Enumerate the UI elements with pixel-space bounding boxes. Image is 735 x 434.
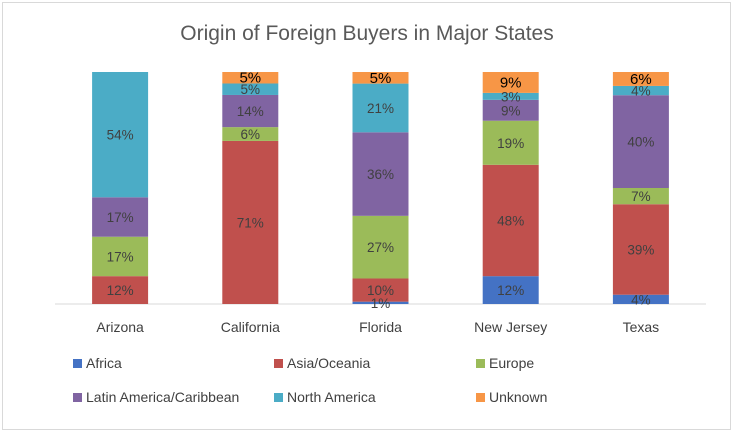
chart-title: Origin of Foreign Buyers in Major States bbox=[180, 22, 554, 45]
legend-swatch-latin-america-caribbean bbox=[73, 393, 82, 402]
legend-swatch-north-america bbox=[274, 393, 283, 402]
bar-florida-unknown bbox=[352, 72, 409, 84]
legend-label-latin-america-caribbean: Latin America/Caribbean bbox=[86, 389, 239, 405]
bar-florida-latin-america-caribbean bbox=[352, 132, 409, 216]
bars-group bbox=[92, 72, 669, 304]
bar-florida-asia-oceania bbox=[352, 278, 409, 302]
bar-florida-north-america bbox=[352, 83, 409, 133]
bar-california-europe bbox=[222, 127, 279, 141]
bar-arizona-north-america bbox=[92, 72, 149, 198]
legend-label-africa: Africa bbox=[86, 355, 122, 371]
data-label-california-north-america: 5% bbox=[241, 82, 261, 97]
legend-swatch-unknown bbox=[476, 393, 485, 402]
bar-texas-unknown bbox=[612, 72, 669, 86]
bar-texas-asia-oceania bbox=[612, 204, 669, 295]
data-label-florida-europe: 27% bbox=[367, 240, 394, 255]
bar-texas-africa bbox=[612, 294, 669, 304]
bar-arizona-latin-america-caribbean bbox=[92, 197, 149, 237]
legend-label-north-america: North America bbox=[287, 389, 376, 405]
bar-california-asia-oceania bbox=[222, 140, 279, 304]
bar-arizona-asia-oceania bbox=[92, 276, 149, 304]
data-label-texas-north-america: 4% bbox=[631, 84, 651, 99]
legend-swatch-asia-oceania bbox=[274, 359, 283, 368]
data-label-texas-unknown: 6% bbox=[630, 71, 652, 88]
data-label-texas-asia-oceania: 39% bbox=[627, 242, 654, 257]
bar-new-jersey-unknown bbox=[482, 72, 539, 93]
bar-new-jersey-north-america bbox=[482, 92, 539, 100]
data-label-florida-latin-america-caribbean: 36% bbox=[367, 167, 394, 182]
bar-new-jersey-asia-oceania bbox=[482, 164, 539, 277]
legend-label-unknown: Unknown bbox=[489, 389, 547, 405]
data-label-california-europe: 6% bbox=[241, 127, 261, 142]
data-label-california-asia-oceania: 71% bbox=[237, 215, 264, 230]
data-label-florida-asia-oceania: 10% bbox=[367, 283, 394, 298]
legend-label-asia-oceania: Asia/Oceania bbox=[287, 355, 370, 371]
bar-california-north-america bbox=[222, 83, 279, 95]
category-label-florida: Florida bbox=[359, 319, 402, 335]
bar-texas-north-america bbox=[612, 85, 669, 96]
data-label-florida-unknown: 5% bbox=[370, 70, 392, 87]
data-label-new-jersey-europe: 19% bbox=[497, 136, 524, 151]
data-label-texas-africa: 4% bbox=[631, 292, 651, 307]
bar-florida-africa bbox=[352, 301, 409, 304]
bar-arizona-europe bbox=[92, 236, 149, 277]
data-label-texas-europe: 7% bbox=[631, 189, 651, 204]
data-label-arizona-europe: 17% bbox=[107, 249, 134, 264]
data-label-new-jersey-latin-america-caribbean: 9% bbox=[501, 103, 521, 118]
category-label-texas: Texas bbox=[623, 319, 660, 335]
data-label-arizona-asia-oceania: 12% bbox=[107, 283, 134, 298]
data-label-texas-latin-america-caribbean: 40% bbox=[627, 135, 654, 150]
category-labels-group: Arizona California Florida New Jersey Texas bbox=[96, 319, 659, 335]
data-label-california-unknown: 5% bbox=[239, 70, 261, 87]
bar-new-jersey-europe bbox=[482, 120, 539, 165]
bar-florida-europe bbox=[352, 215, 409, 279]
legend-swatch-europe bbox=[476, 359, 485, 368]
legend: Africa Asia/Oceania Europe Latin America/Ca… bbox=[73, 355, 547, 405]
bar-texas-latin-america-caribbean bbox=[612, 95, 669, 188]
data-label-arizona-north-america: 54% bbox=[107, 128, 134, 143]
bar-california-latin-america-caribbean bbox=[222, 94, 279, 128]
data-label-california-latin-america-caribbean: 14% bbox=[237, 104, 264, 119]
segment-labels-group: 12%17%17%54%71%6%14%5%5%1%10%27%36%21%5%… bbox=[107, 70, 655, 311]
category-label-new-jersey: New Jersey bbox=[474, 319, 547, 335]
bar-texas-europe bbox=[612, 188, 669, 205]
data-label-new-jersey-africa: 12% bbox=[497, 283, 524, 298]
data-label-new-jersey-north-america: 3% bbox=[501, 89, 521, 104]
data-label-new-jersey-unknown: 9% bbox=[500, 74, 522, 91]
legend-label-europe: Europe bbox=[489, 355, 534, 371]
category-label-california: California bbox=[221, 319, 280, 335]
legend-swatch-africa bbox=[73, 359, 82, 368]
category-label-arizona: Arizona bbox=[96, 319, 144, 335]
data-label-florida-north-america: 21% bbox=[367, 101, 394, 116]
bar-new-jersey-latin-america-caribbean bbox=[482, 99, 539, 121]
bar-california-unknown bbox=[222, 72, 279, 84]
data-label-florida-africa: 1% bbox=[371, 296, 391, 311]
data-label-arizona-latin-america-caribbean: 17% bbox=[107, 210, 134, 225]
bar-new-jersey-africa bbox=[482, 276, 539, 304]
data-label-new-jersey-asia-oceania: 48% bbox=[497, 213, 524, 228]
